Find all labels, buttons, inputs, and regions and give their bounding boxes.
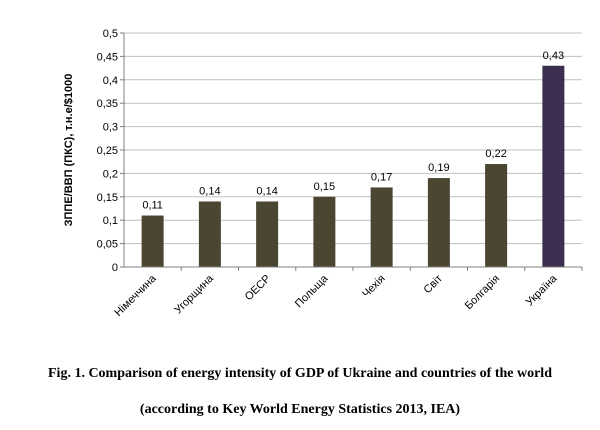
energy-intensity-chart: ЗППЕ/ВВП (ПКС), т.н.е/$1000 0 0,05 0,1 0,15… bbox=[63, 28, 583, 319]
y-tick-label: 0,5 bbox=[103, 28, 118, 40]
y-tick-label: 0 bbox=[112, 262, 118, 274]
bar bbox=[256, 201, 279, 267]
bar bbox=[485, 164, 508, 267]
data-labels: 0,11 0,14 0,14 0,15 0,17 0,19 0,22 0,43 bbox=[142, 50, 564, 212]
bar bbox=[198, 201, 221, 267]
x-tick-label: Польща bbox=[293, 272, 331, 310]
y-tick-label: 0,25 bbox=[97, 145, 118, 157]
data-label: 0,11 bbox=[142, 200, 163, 212]
bar bbox=[370, 187, 393, 267]
y-tick-label: 0,4 bbox=[103, 75, 118, 87]
figure-caption-line-2: (according to Key World Energy Statistic… bbox=[139, 402, 461, 417]
y-tick-label: 0,15 bbox=[97, 192, 118, 204]
y-tick-label: 0,05 bbox=[97, 239, 118, 251]
bar bbox=[427, 178, 450, 267]
y-axis-ticks: 0 0,05 0,1 0,15 0,2 0,25 0,3 0,35 0,4 0,45 0,5 bbox=[97, 28, 124, 274]
x-tick-label: Чехія bbox=[360, 273, 388, 301]
y-tick-label: 0,2 bbox=[103, 168, 118, 180]
x-tick-label: OECP bbox=[243, 273, 274, 304]
y-tick-label: 0,45 bbox=[97, 51, 118, 63]
bar bbox=[313, 196, 336, 267]
y-tick-label: 0,35 bbox=[97, 98, 118, 110]
y-tick-label: 0,3 bbox=[103, 122, 118, 134]
data-label: 0,14 bbox=[256, 185, 277, 197]
x-axis-ticks: Німеччина Угорщина OECP Польща Чехія Світ Болг… bbox=[112, 267, 583, 319]
x-tick-label: Угорщина bbox=[172, 272, 216, 316]
bars bbox=[141, 65, 565, 267]
x-tick-label: Україна bbox=[524, 272, 561, 309]
x-tick-label: Світ bbox=[421, 273, 445, 297]
x-tick-label: Болгарія bbox=[463, 273, 503, 313]
bar bbox=[542, 65, 565, 267]
data-label: 0,22 bbox=[485, 148, 506, 160]
figure-caption-line-1: Fig. 1. Comparison of energy intensity o… bbox=[48, 366, 552, 381]
x-tick-label: Німеччина bbox=[112, 272, 159, 319]
gridlines bbox=[124, 32, 582, 245]
data-label: 0,14 bbox=[199, 185, 220, 197]
y-tick-label: 0,1 bbox=[103, 215, 118, 227]
data-label: 0,17 bbox=[371, 171, 392, 183]
data-label: 0,19 bbox=[428, 162, 449, 174]
data-label: 0,15 bbox=[314, 181, 335, 193]
bar bbox=[141, 215, 164, 267]
data-label: 0,43 bbox=[543, 50, 564, 62]
y-axis-label: ЗППЕ/ВВП (ПКС), т.н.е/$1000 bbox=[63, 74, 75, 227]
